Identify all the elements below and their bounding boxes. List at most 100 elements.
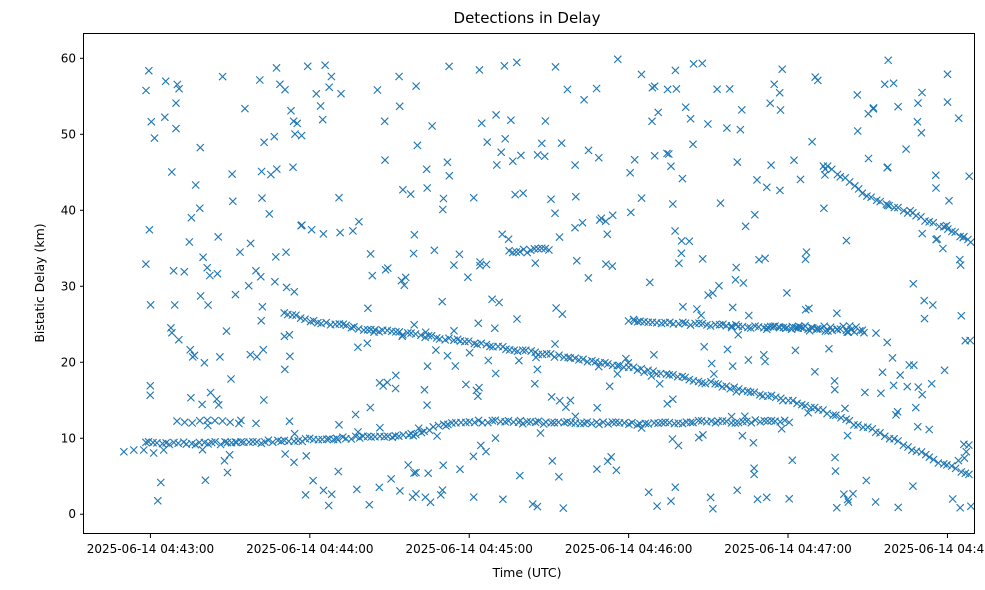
data-point: [149, 449, 158, 457]
data-point: [876, 389, 885, 398]
data-point: [583, 418, 592, 427]
x-tick-label: 2025-06-14 04:47:00: [724, 542, 851, 556]
data-point: [265, 209, 274, 218]
data-point: [354, 217, 363, 226]
data-point: [518, 346, 527, 355]
data-point: [508, 157, 517, 166]
data-point: [819, 204, 828, 213]
data-point: [939, 222, 948, 231]
data-point: [888, 353, 897, 362]
data-point: [195, 204, 204, 213]
x-tick-label: 2025-06-14 04:44:00: [246, 542, 373, 556]
data-point: [363, 432, 372, 441]
y-axis-label: Bistatic Delay (km): [32, 223, 47, 342]
data-point: [287, 106, 295, 115]
data-point: [644, 488, 653, 497]
data-point: [541, 117, 550, 125]
data-point: [198, 445, 207, 454]
data-point: [180, 267, 189, 276]
data-point: [707, 359, 716, 368]
data-point: [678, 372, 687, 381]
data-point: [141, 438, 150, 447]
data-point: [548, 456, 557, 465]
data-point: [576, 419, 585, 428]
data-point: [813, 76, 822, 85]
data-point: [706, 322, 715, 330]
data-point: [821, 327, 830, 336]
data-point: [302, 451, 311, 460]
data-point: [709, 370, 718, 378]
data-point: [698, 430, 707, 439]
data-point: [580, 95, 589, 104]
data-point: [477, 339, 486, 348]
data-point: [920, 296, 929, 305]
data-point: [366, 249, 375, 258]
data-point: [872, 329, 880, 338]
data-point: [248, 437, 257, 446]
data-point: [966, 502, 975, 511]
data-point: [603, 457, 612, 466]
data-point: [956, 261, 965, 270]
data-point: [940, 366, 949, 375]
data-point: [810, 403, 819, 412]
data-point: [321, 61, 330, 70]
data-point: [352, 485, 361, 494]
data-point: [174, 335, 183, 344]
data-point: [767, 391, 776, 400]
y-tick-label: 0: [68, 507, 76, 521]
data-point: [285, 352, 294, 361]
data-point: [711, 320, 720, 329]
data-point: [852, 323, 860, 332]
data-point: [555, 351, 563, 360]
data-point: [889, 381, 898, 390]
data-point: [537, 244, 546, 253]
data-point: [438, 486, 447, 495]
data-point: [775, 88, 784, 97]
data-point: [542, 349, 551, 358]
data-point: [349, 322, 358, 331]
data-point: [681, 319, 690, 328]
data-point: [324, 501, 333, 510]
data-point: [368, 271, 377, 280]
data-point: [746, 324, 755, 332]
data-point: [571, 412, 580, 421]
data-point: [871, 498, 880, 506]
data-point: [645, 278, 654, 287]
data-point: [236, 248, 244, 257]
data-point: [951, 464, 960, 473]
data-point: [200, 358, 209, 367]
x-tick-label: 2025-06-14 04:45:00: [405, 542, 532, 556]
data-point: [960, 454, 969, 463]
data-point: [469, 193, 478, 202]
data-point: [469, 493, 478, 502]
data-point: [558, 310, 567, 319]
data-point: [640, 368, 649, 377]
data-point: [711, 379, 720, 388]
data-point: [227, 375, 235, 383]
data-point: [411, 430, 420, 439]
data-point: [920, 314, 929, 323]
data-point: [595, 420, 603, 429]
data-point: [694, 433, 703, 442]
data-point: [907, 446, 916, 455]
data-point: [831, 453, 839, 462]
data-point: [732, 387, 741, 396]
data-point: [398, 330, 407, 339]
data-point: [555, 233, 564, 242]
data-point: [495, 298, 504, 307]
data-point: [443, 158, 452, 167]
data-point: [853, 127, 862, 135]
data-point: [293, 119, 302, 128]
data-point: [272, 63, 281, 72]
data-point: [257, 316, 266, 325]
data-point: [381, 265, 390, 274]
data-point: [902, 145, 911, 154]
data-point: [669, 370, 677, 379]
data-point: [824, 344, 833, 353]
data-point: [363, 339, 372, 348]
data-point: [884, 56, 893, 65]
data-point: [204, 301, 213, 309]
data-point: [727, 418, 736, 427]
data-point: [363, 304, 372, 313]
data-point: [438, 205, 447, 214]
